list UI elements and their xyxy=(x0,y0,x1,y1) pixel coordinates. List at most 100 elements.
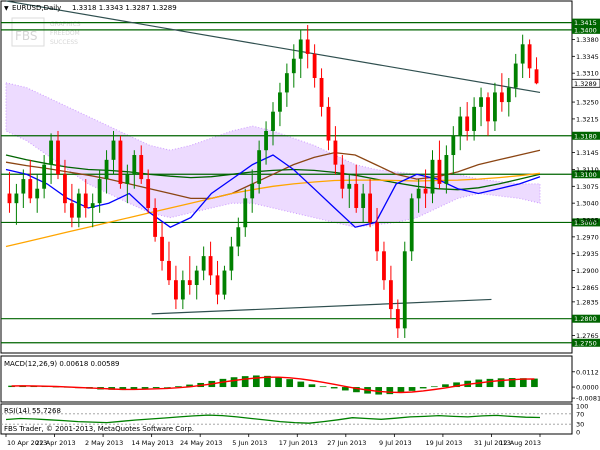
level-label: 1.3400 xyxy=(574,26,597,34)
level-label: 1.3100 xyxy=(574,171,597,179)
price-tick-label: 1.3145 xyxy=(576,149,599,157)
price-tick-label: 1.3075 xyxy=(576,183,599,191)
candle-body xyxy=(243,198,248,228)
level-badge xyxy=(572,218,600,227)
candle-body xyxy=(382,251,386,281)
rsi-tick-label: 70 xyxy=(576,410,584,418)
candle-body xyxy=(416,188,421,199)
rsi-line xyxy=(5,414,541,424)
watermark-line-1: GRAPHICS xyxy=(50,21,81,28)
level-badge xyxy=(572,18,600,27)
candle-body xyxy=(174,280,178,300)
candle-body xyxy=(236,227,241,247)
macd-bar xyxy=(8,385,15,388)
candle-body xyxy=(97,179,102,204)
candle-body xyxy=(63,174,67,204)
macd-bar xyxy=(275,377,282,388)
level-badge xyxy=(572,338,600,347)
macd-bar xyxy=(486,378,494,388)
level-badge xyxy=(572,314,600,323)
macd-bar xyxy=(353,387,360,393)
current-price-badge xyxy=(571,78,600,88)
macd-bar xyxy=(319,386,327,388)
candle-body xyxy=(271,111,275,131)
candle-body xyxy=(493,92,497,122)
price-axis: 1.3380 1.3345 1.3310 1.3289 1.3250 1.3215 1.31… xyxy=(571,36,600,340)
macd-bar xyxy=(286,379,294,388)
candle-body xyxy=(49,140,53,165)
candle-body xyxy=(499,92,504,103)
macd-bar xyxy=(442,384,449,388)
macd-bar xyxy=(130,387,138,390)
price-tick-label: 1.3345 xyxy=(576,53,599,61)
candle-body xyxy=(368,193,372,223)
macd-bar xyxy=(264,375,271,388)
price-tick-label: 1.2935 xyxy=(576,250,599,258)
macd-bar xyxy=(453,382,460,388)
candle-body xyxy=(118,140,123,184)
macd-bar xyxy=(308,384,316,388)
candle-body xyxy=(125,174,130,184)
candle-body xyxy=(326,106,331,141)
level-label: 1.3180 xyxy=(574,132,597,140)
candle-body xyxy=(513,63,518,88)
candle-body xyxy=(395,309,400,329)
trendlines xyxy=(5,0,541,315)
time-tick-label: 2 May 2013 xyxy=(85,439,123,447)
collapse-triangle-icon[interactable]: ▼ xyxy=(4,5,9,12)
candle-body xyxy=(340,164,345,189)
candle-body xyxy=(409,198,414,252)
candle-body xyxy=(104,159,109,180)
macd-bar xyxy=(419,387,427,389)
candle-body xyxy=(21,179,26,194)
copyright-text: FBS Trader, © 2001-2013, MetaQuotes Soft… xyxy=(4,425,194,433)
candle-body xyxy=(458,116,463,136)
candle-body xyxy=(83,193,88,208)
level-badge xyxy=(572,170,600,179)
price-tick-label: 1.3250 xyxy=(576,99,599,107)
time-tick-label: 27 Jun 2013 xyxy=(327,439,366,447)
time-tick-label: 9 Jul 2013 xyxy=(379,439,412,447)
candle-body xyxy=(56,140,60,175)
rsi-title: RSI(14) 55.7268 xyxy=(4,407,61,415)
time-tick-label: 14 May 2013 xyxy=(131,439,173,447)
candle-body xyxy=(42,164,47,189)
level-label: 1.3415 xyxy=(574,19,597,27)
price-tick-label: 1.2865 xyxy=(576,284,599,292)
candle-body xyxy=(111,140,116,160)
candle-body xyxy=(527,44,532,69)
rsi-tick-label: 30 xyxy=(576,421,584,429)
candle-body xyxy=(69,203,74,218)
moving-average-line xyxy=(5,154,541,191)
candle-body xyxy=(520,44,525,64)
candle-body xyxy=(451,135,456,156)
candle-body xyxy=(312,53,317,78)
time-tick-label: 17 Jun 2013 xyxy=(279,439,318,447)
candle-body xyxy=(132,155,137,175)
candle-body xyxy=(153,207,158,237)
level-label: 1.2750 xyxy=(574,339,597,347)
candle-body xyxy=(187,280,192,286)
candle-body xyxy=(167,260,171,281)
macd-bar xyxy=(297,381,305,388)
fbs-watermark: FBS GRAPHICS FREEDOM SUCCESS xyxy=(11,17,81,47)
macd-title: MACD(12,26,9) 0.00618 0.00589 xyxy=(4,360,120,368)
time-tick-label: 10 Apr 2013 xyxy=(7,439,47,447)
candle-body xyxy=(375,222,379,252)
macd-bar xyxy=(386,387,394,395)
macd-tick-label: 0.0112 xyxy=(576,368,599,376)
candle-body xyxy=(319,77,324,107)
macd-indicator: 0.0112 0.0000 -0.0081 xyxy=(8,368,600,403)
candle-body xyxy=(7,193,12,204)
candle-body xyxy=(354,183,359,208)
moving-average-line xyxy=(5,154,541,228)
candle-body xyxy=(486,97,490,122)
trendline xyxy=(151,298,492,315)
candle-body xyxy=(215,275,220,295)
candle-body xyxy=(201,256,206,271)
macd-bar xyxy=(152,387,160,389)
